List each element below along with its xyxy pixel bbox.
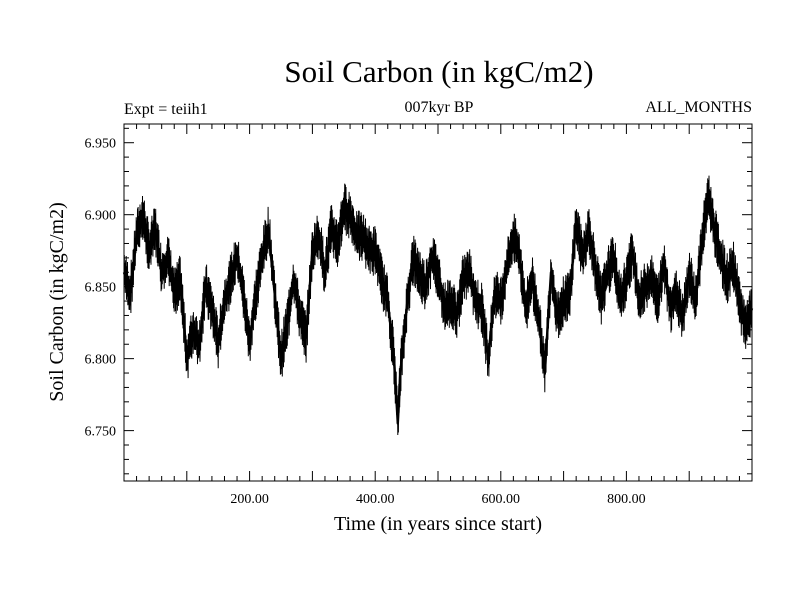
x-tick-label: 600.00 — [482, 492, 521, 507]
experiment-label: Expt = teiih1 — [124, 101, 208, 118]
y-tick-label: 6.850 — [85, 281, 117, 296]
y-tick-label: 6.950 — [85, 137, 117, 152]
plot-frame — [123, 123, 753, 482]
months-label: ALL_MONTHS — [645, 99, 752, 116]
x-axis-label: Time (in years since start) — [334, 513, 542, 535]
chart-title: Soil Carbon (in kgC/m2) — [284, 54, 594, 89]
axis-ticks — [124, 124, 752, 481]
tick-labels: 200.00 400.00 600.00 800.00 6.750 6.800 6.850 6… — [85, 137, 646, 507]
period-label: 007kyr BP — [404, 99, 474, 116]
x-tick-label: 400.00 — [356, 492, 395, 507]
x-tick-label: 200.00 — [230, 492, 269, 507]
y-axis-label: Soil Carbon (in kgC/m2) — [46, 202, 68, 401]
y-tick-label: 6.800 — [85, 353, 117, 368]
x-tick-label: 800.00 — [607, 492, 646, 507]
plot-lines — [122, 175, 754, 436]
series-variability — [123, 175, 753, 436]
y-tick-label: 6.750 — [85, 425, 117, 440]
y-tick-label: 6.900 — [85, 209, 117, 224]
